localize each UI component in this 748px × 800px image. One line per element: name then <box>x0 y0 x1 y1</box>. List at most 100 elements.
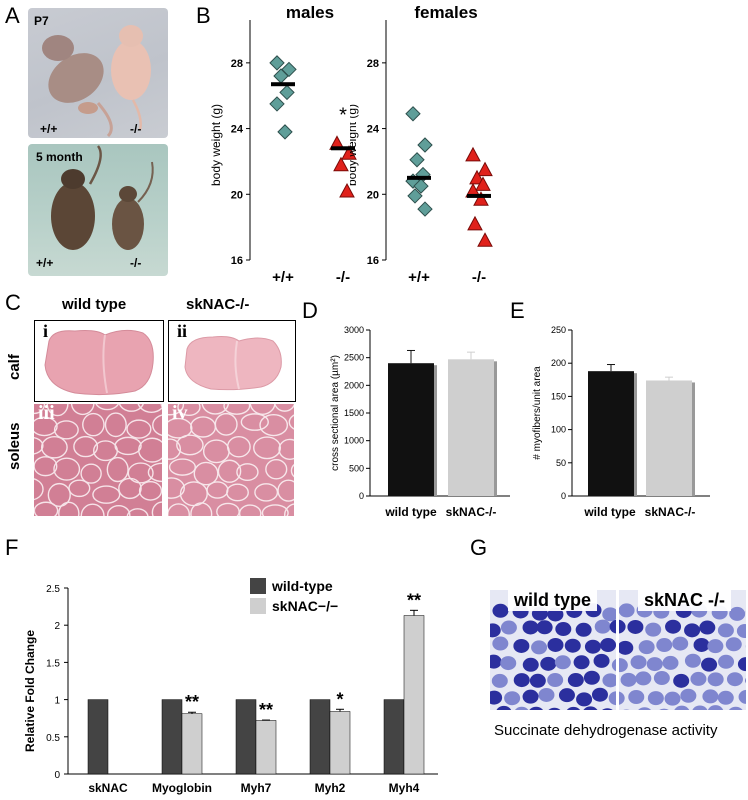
y-tick-label: 0 <box>54 770 60 781</box>
sdh-fiber <box>593 653 610 668</box>
muscle-fiber <box>176 434 204 456</box>
y-tick-label: 0.5 <box>46 733 60 744</box>
sdh-fiber <box>547 673 564 688</box>
x-category-label: wild type <box>384 505 437 519</box>
chart-f: 0 0.5 1 1.5 2 2.5 Relative Fold Change skNAC ** M… <box>23 578 438 795</box>
muscle-fiber <box>168 438 182 460</box>
muscle-fiber <box>261 504 289 516</box>
sdh-fiber <box>659 708 669 710</box>
sdh-fiber <box>718 654 735 669</box>
x-category-label: Myh4 <box>389 781 420 795</box>
y-axis-label: body weight (g) <box>350 104 359 186</box>
data-point-triangle <box>339 182 355 198</box>
sdh-fiber <box>558 688 575 703</box>
sdh-caption: Succinate dehydrogenase activity <box>494 722 718 739</box>
bar <box>403 615 425 775</box>
muscle-fiber <box>278 438 294 460</box>
bar <box>235 699 257 775</box>
sdh-fiber <box>536 620 553 635</box>
histology-calf-ko: ii <box>168 320 296 402</box>
sdh-fiber <box>736 624 746 639</box>
chart-d: 0 500 1000 1500 2000 2500 3000 cross sectional … <box>330 325 510 519</box>
sdh-fiber <box>584 639 601 654</box>
sdh-fiber <box>522 689 539 704</box>
sdh-fiber <box>522 657 539 672</box>
x-category-label: skNAC-/- <box>446 505 497 519</box>
sdh-fiber <box>707 639 724 654</box>
data-point-triangle <box>473 191 489 206</box>
sdh-stain: wild type skNAC -/- <box>490 590 746 710</box>
x-category-label: Myoglobin <box>152 781 212 795</box>
muscle-fiber <box>201 404 229 415</box>
sdh-fiber <box>728 706 743 710</box>
panel-letter-g: G <box>470 535 488 560</box>
y-tick-label: 24 <box>231 124 244 136</box>
muscle-fiber <box>177 404 201 416</box>
panel-letter-b: B <box>196 3 211 28</box>
data-point-diamond <box>417 201 433 217</box>
legend-label: skNAC−/− <box>272 598 338 614</box>
sdh-fiber <box>738 689 746 704</box>
muscle-fiber <box>106 456 129 483</box>
sdh-fiber <box>573 655 590 670</box>
sdh-fiber <box>490 623 501 638</box>
data-point-diamond <box>269 55 285 71</box>
y-tick-label: 100 <box>551 425 566 435</box>
sdh-fiber <box>729 606 746 621</box>
muscle-fiber <box>47 482 71 507</box>
muscle-fiber <box>214 412 238 436</box>
sdh-fiber <box>529 706 543 710</box>
histology-soleus-ko: iv <box>168 404 294 516</box>
photo-a-bottom-age: 5 month <box>36 150 83 164</box>
muscle-fiber <box>53 420 79 440</box>
mean-bar <box>331 146 355 151</box>
y-axis-label: cross sectional area (µm²) <box>330 355 341 471</box>
chart-b-males: males 16 20 24 28 body weight (g) +/+ -/- * <box>209 3 357 286</box>
significance-marker: * <box>336 689 343 709</box>
sdh-fiber <box>673 673 690 688</box>
sdh-fiber <box>591 687 608 702</box>
muscle-fiber <box>249 404 276 415</box>
sdh-fiber <box>540 656 557 671</box>
sdh-fiber <box>583 706 598 710</box>
sdh-fiber <box>680 688 697 703</box>
muscle-fiber <box>217 459 242 483</box>
sdh-fiber <box>618 603 635 618</box>
bar <box>87 699 109 775</box>
muscle-fiber <box>137 404 162 413</box>
muscle-fiber <box>118 477 142 500</box>
bar <box>309 699 331 775</box>
bar <box>161 699 183 775</box>
mean-bar <box>467 193 491 198</box>
photo-a-top-wt: +/+ <box>40 122 58 136</box>
sdh-fiber <box>638 707 651 710</box>
panel-c-row-calf: calf <box>6 354 23 380</box>
muscle-fiber <box>284 503 294 516</box>
sdh-fiber <box>555 622 572 637</box>
muscle-fiber <box>104 412 127 438</box>
bar <box>646 380 692 496</box>
bar <box>383 699 405 775</box>
sdh-fiber <box>617 640 634 655</box>
data-point-diamond <box>417 137 433 153</box>
sdh-fiber <box>492 636 509 651</box>
p7-mice-illustration <box>42 25 151 138</box>
y-tick-label: 28 <box>231 58 243 70</box>
label-i: i <box>43 321 49 341</box>
label-ii: ii <box>177 321 188 341</box>
bar <box>588 371 634 496</box>
muscle-fiber <box>34 478 44 501</box>
muscle-fiber <box>46 404 69 417</box>
sdh-fiber <box>674 705 690 710</box>
y-tick-label: 1500 <box>344 408 364 418</box>
y-tick-label: 50 <box>556 458 566 468</box>
muscle-fiber <box>118 404 144 412</box>
sdh-fiber <box>538 687 555 702</box>
sdh-fiber <box>725 637 742 652</box>
sdh-fiber <box>513 673 530 688</box>
y-tick-label: 250 <box>551 325 566 335</box>
muscle-fiber <box>82 412 105 437</box>
y-tick-label: 1.5 <box>46 658 60 669</box>
histology-calf-wt: i <box>34 320 164 402</box>
label-iii: iii <box>38 404 55 424</box>
